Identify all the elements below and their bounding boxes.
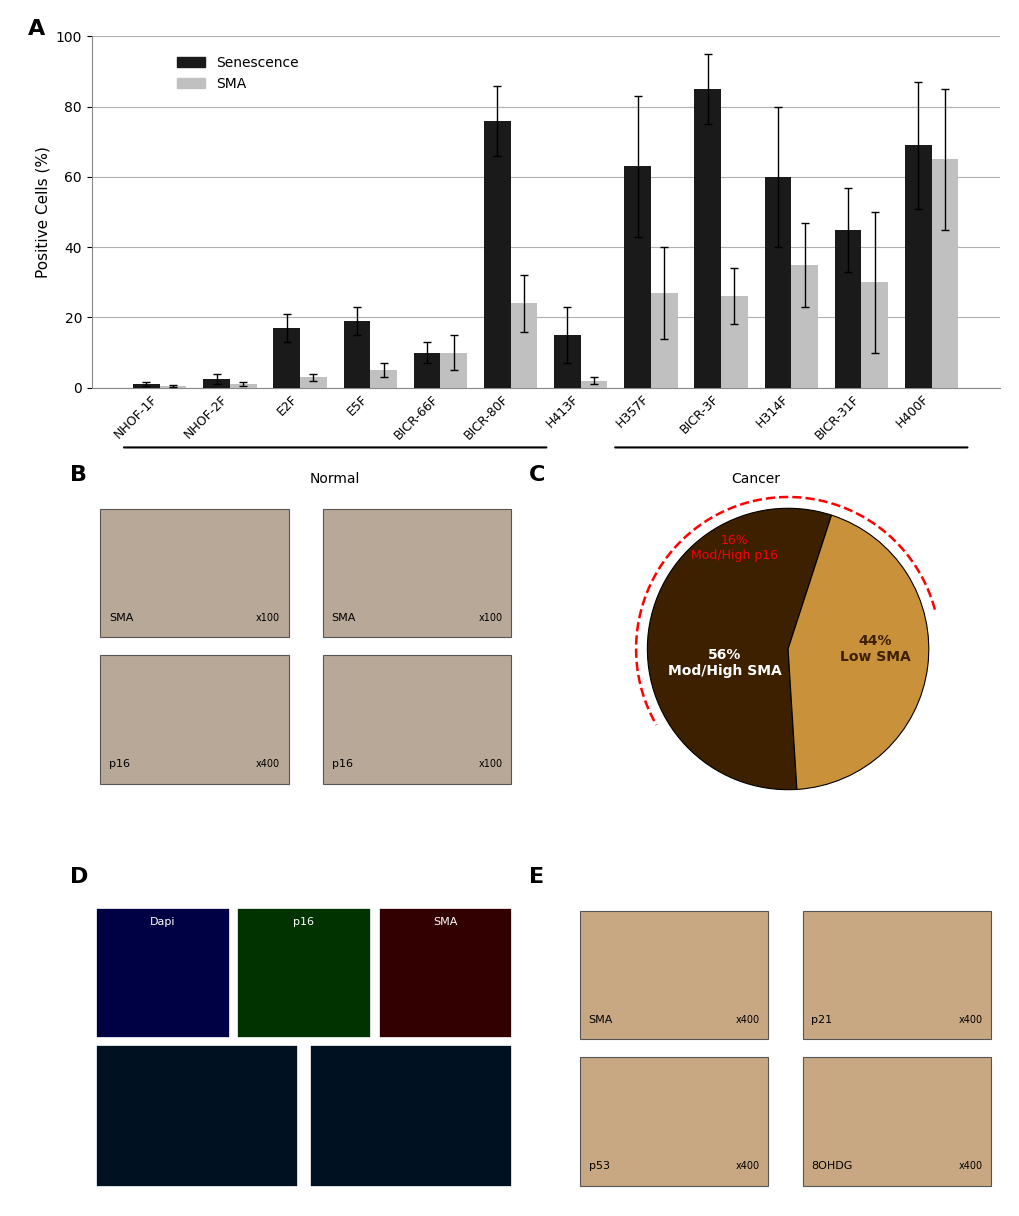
Text: SMA: SMA — [109, 613, 133, 623]
Text: SMA: SMA — [432, 917, 457, 927]
Text: Cancer: Cancer — [731, 472, 780, 486]
Y-axis label: Positive Cells (%): Positive Cells (%) — [35, 146, 50, 278]
Text: Normal: Normal — [310, 472, 360, 486]
Bar — [764, 178, 791, 388]
Text: p16: p16 — [109, 759, 129, 770]
Bar — [273, 328, 300, 388]
Text: x400: x400 — [958, 1161, 981, 1171]
FancyBboxPatch shape — [96, 908, 228, 1036]
Text: B: B — [70, 466, 88, 485]
Text: p16: p16 — [331, 759, 353, 770]
Text: A: A — [29, 19, 46, 39]
Bar — [650, 293, 677, 388]
Bar — [343, 321, 370, 388]
Bar — [904, 146, 930, 388]
Bar — [694, 89, 720, 388]
Text: p16: p16 — [293, 917, 314, 927]
FancyBboxPatch shape — [323, 655, 511, 784]
Text: p21: p21 — [810, 1015, 832, 1025]
FancyBboxPatch shape — [580, 1057, 767, 1186]
Text: x100: x100 — [478, 759, 502, 770]
Bar — [370, 370, 396, 388]
Text: Dapi: Dapi — [150, 917, 175, 927]
FancyBboxPatch shape — [378, 908, 511, 1036]
Bar — [440, 353, 467, 388]
Bar — [511, 304, 537, 388]
FancyBboxPatch shape — [580, 911, 767, 1040]
Bar — [791, 265, 817, 388]
Bar — [930, 159, 958, 388]
Bar — [203, 379, 229, 388]
FancyBboxPatch shape — [100, 655, 288, 784]
Text: x400: x400 — [735, 1161, 759, 1171]
Text: SMA: SMA — [588, 1015, 612, 1025]
Text: x400: x400 — [735, 1015, 759, 1025]
FancyBboxPatch shape — [802, 911, 990, 1040]
FancyBboxPatch shape — [323, 508, 511, 637]
Text: D: D — [70, 867, 89, 888]
Text: x100: x100 — [478, 613, 502, 623]
Bar — [229, 384, 257, 388]
Bar — [624, 167, 650, 388]
Text: 8OHDG: 8OHDG — [810, 1161, 852, 1171]
Bar — [160, 385, 186, 388]
Legend: Senescence, SMA: Senescence, SMA — [171, 50, 304, 96]
Text: p53: p53 — [588, 1161, 609, 1171]
Bar — [132, 384, 160, 388]
Text: x400: x400 — [958, 1015, 981, 1025]
FancyBboxPatch shape — [310, 1046, 511, 1186]
Bar — [483, 120, 511, 388]
Text: x400: x400 — [256, 759, 280, 770]
FancyBboxPatch shape — [802, 1057, 990, 1186]
Bar — [580, 381, 607, 388]
Bar — [861, 282, 888, 388]
Bar — [414, 353, 440, 388]
FancyBboxPatch shape — [100, 508, 288, 637]
FancyBboxPatch shape — [237, 908, 370, 1036]
Bar — [553, 336, 580, 388]
Bar — [834, 230, 861, 388]
Bar — [720, 297, 747, 388]
FancyBboxPatch shape — [96, 1046, 298, 1186]
Text: C: C — [528, 466, 544, 485]
Bar — [300, 377, 326, 388]
Text: E: E — [528, 867, 543, 888]
Text: x100: x100 — [256, 613, 280, 623]
Text: SMA: SMA — [331, 613, 356, 623]
